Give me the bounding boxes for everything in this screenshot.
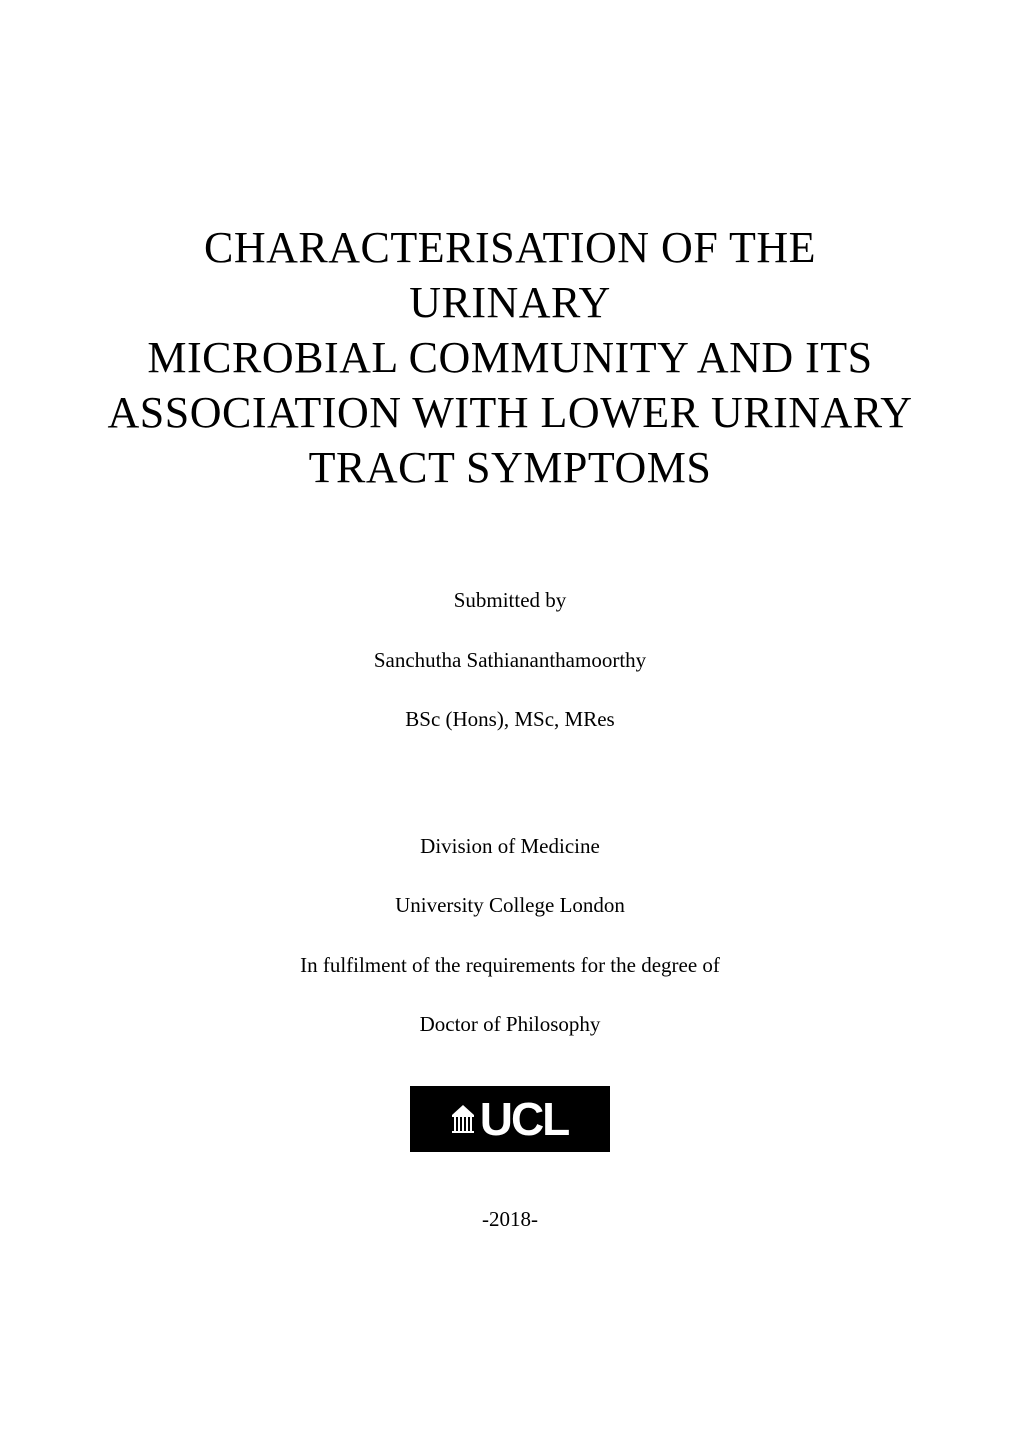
author-name: Sanchutha Sathiananthamoorthy	[374, 645, 646, 677]
title-page: CHARACTERISATION OF THE URINARY MICROBIA…	[0, 0, 1020, 1442]
ucl-logo: UCL	[410, 1086, 610, 1152]
title-line-1: CHARACTERISATION OF THE URINARY	[100, 220, 920, 330]
logo-container: UCL	[410, 1086, 610, 1152]
fulfilment-text: In fulfilment of the requirements for th…	[300, 950, 720, 982]
title-line-4: TRACT SYMPTOMS	[100, 440, 920, 495]
submitted-by-label: Submitted by	[374, 585, 646, 617]
division: Division of Medicine	[300, 831, 720, 863]
degree: Doctor of Philosophy	[300, 1009, 720, 1041]
university: University College London	[300, 890, 720, 922]
title-line-2: MICROBIAL COMMUNITY AND ITS	[100, 330, 920, 385]
affiliation-block: Division of Medicine University College …	[300, 831, 720, 1041]
ucl-portico-icon	[452, 1105, 474, 1133]
author-qualifications: BSc (Hons), MSc, MRes	[374, 704, 646, 736]
title-line-3: ASSOCIATION WITH LOWER URINARY	[100, 385, 920, 440]
year: -2018-	[482, 1207, 538, 1232]
submitted-block: Submitted by Sanchutha Sathiananthamoort…	[374, 585, 646, 736]
ucl-logo-text: UCL	[480, 1096, 569, 1142]
thesis-title: CHARACTERISATION OF THE URINARY MICROBIA…	[100, 220, 920, 495]
